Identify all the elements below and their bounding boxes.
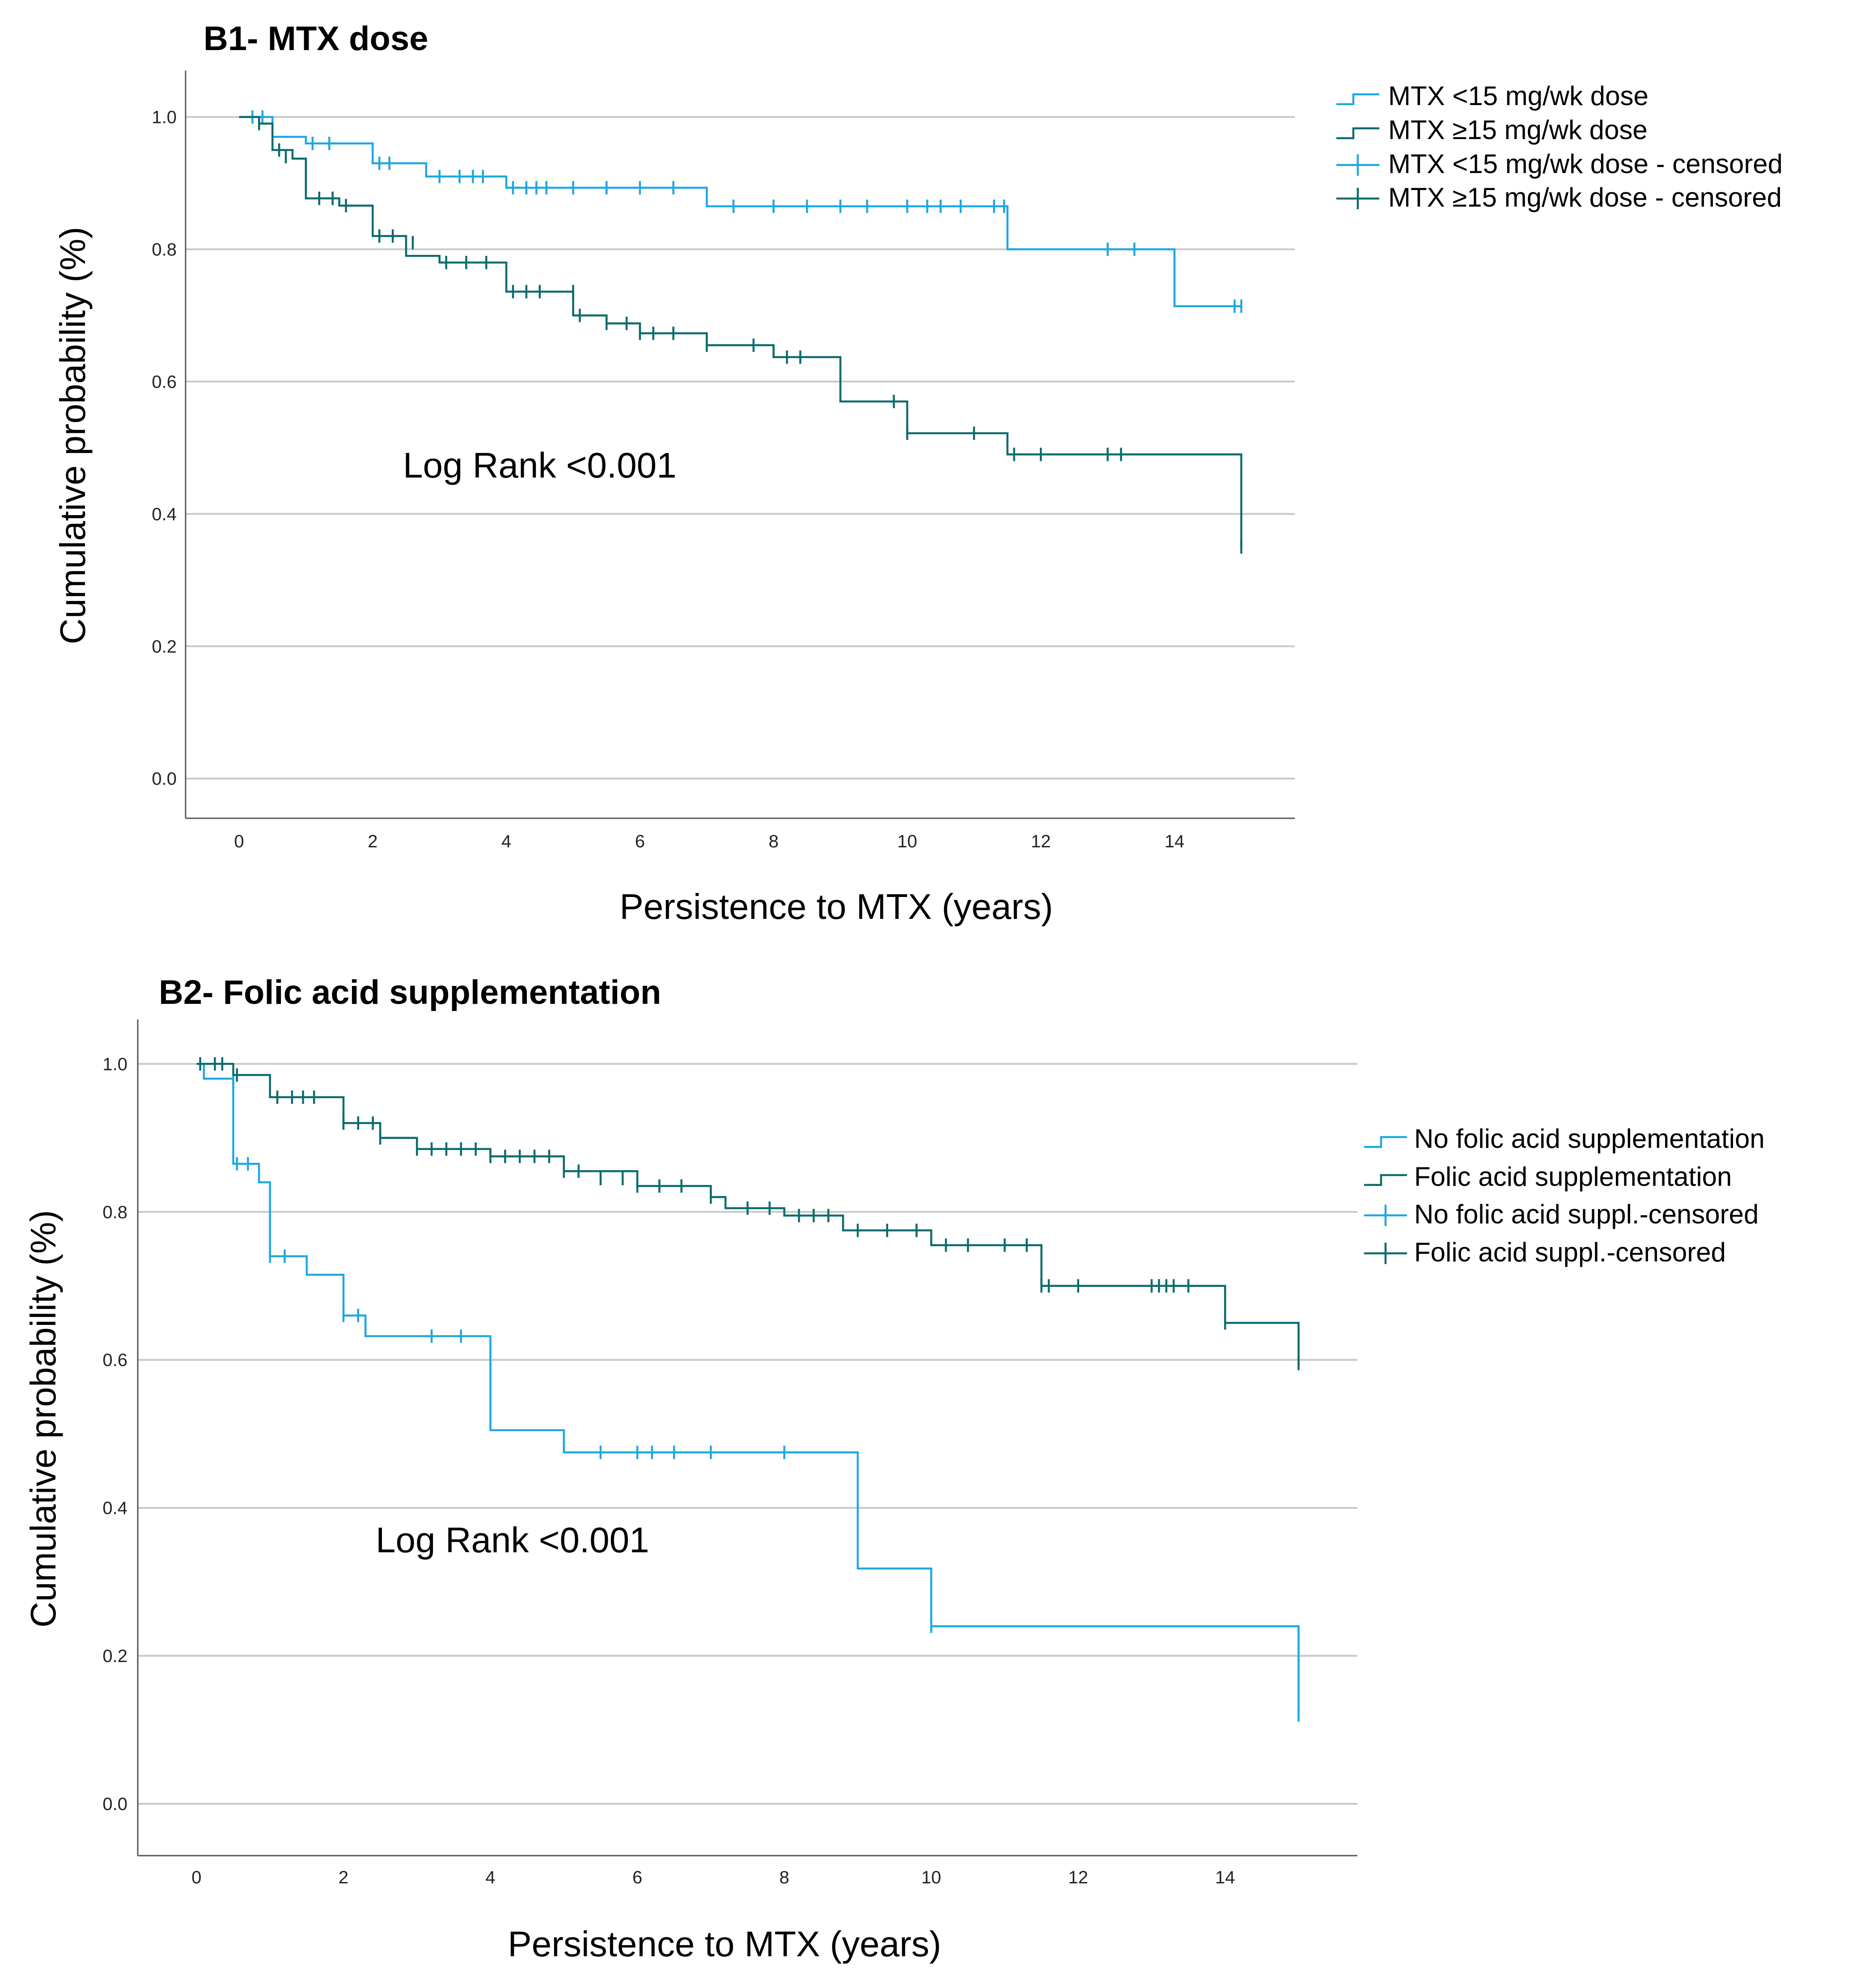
panel-b1-series-1-line bbox=[239, 116, 1242, 547]
panel-b1-x-axis-label: Persistence to MTX (years) bbox=[619, 887, 1053, 926]
panel-b1-legend-line-symbol bbox=[1336, 93, 1379, 106]
panel-b2-title: B2- Folic acid supplementation bbox=[159, 973, 661, 1011]
panel-b2-legend-line-symbol bbox=[1364, 1136, 1407, 1148]
panel-b1-y-tick-label: 0.6 bbox=[152, 372, 177, 392]
panel-b2-series-0-line bbox=[196, 1063, 1300, 1715]
panel-b1-y-tick-label: 0.0 bbox=[152, 769, 177, 789]
panel-b1-x-tick-label: 14 bbox=[1165, 832, 1185, 851]
panel-b2-legend-label-0: No folic acid supplementation bbox=[1414, 1124, 1765, 1154]
panel-b1-y-tick-label: 0.4 bbox=[152, 504, 177, 524]
panel-b2-y-tick-label: 1.0 bbox=[102, 1054, 127, 1074]
panel-b2-x-axis-label: Persistence to MTX (years) bbox=[508, 1924, 941, 1964]
panel-b2-y-tick-label: 0.0 bbox=[102, 1794, 127, 1814]
panel-b2-legend-line-symbol bbox=[1364, 1174, 1407, 1186]
panel-b1-y-tick-label: 0.2 bbox=[152, 637, 177, 656]
panel-b1-y-tick-label: 0.8 bbox=[152, 240, 177, 260]
panel-b1-title: B1- MTX dose bbox=[203, 20, 428, 58]
panel-b2-legend-label-3: Folic acid suppl.-censored bbox=[1414, 1237, 1726, 1267]
panel-b2-x-tick-label: 8 bbox=[780, 1868, 789, 1887]
panel-b1-y-tick-label: 1.0 bbox=[152, 108, 177, 127]
panel-b1-legend-label-2: MTX <15 mg/wk dose - censored bbox=[1388, 149, 1783, 179]
panel-b1-y-tick-labels: 0.0 0.2 0.4 0.6 0.8 1.0 bbox=[152, 108, 177, 789]
panel-b2-legend: No folic acid supplementation Folic acid… bbox=[1364, 1124, 1765, 1267]
panel-b1-series bbox=[239, 110, 1242, 554]
panel-b2-series bbox=[196, 1057, 1300, 1722]
panel-b1-gridlines bbox=[186, 116, 1295, 780]
panel-b2-log-rank-annotation: Log Rank <0.001 bbox=[376, 1520, 649, 1560]
panel-b1-legend: MTX <15 mg/wk dose MTX ≥15 mg/wk dose MT… bbox=[1336, 81, 1783, 212]
panel-b2-x-tick-label: 6 bbox=[632, 1868, 642, 1887]
panel-b2-x-tick-label: 10 bbox=[921, 1868, 941, 1887]
panel-b1-x-tick-label: 6 bbox=[635, 832, 645, 851]
panel-b1-x-tick-label: 10 bbox=[897, 832, 917, 851]
panel-b1-legend-label-1: MTX ≥15 mg/wk dose bbox=[1388, 115, 1648, 145]
panel-b1-x-tick-labels: 0 2 4 6 8 10 12 14 bbox=[234, 832, 1184, 851]
panel-b2-y-tick-label: 0.6 bbox=[102, 1350, 127, 1370]
panel-b2-x-tick-label: 0 bbox=[191, 1868, 201, 1887]
panel-b2: B2- Folic acid supplementation 0.0 0.2 0.4… bbox=[23, 973, 1765, 1964]
panel-b1-x-tick-label: 12 bbox=[1031, 832, 1051, 851]
panel-b2-x-tick-label: 2 bbox=[339, 1868, 348, 1887]
panel-b1-series-0-line bbox=[239, 116, 1242, 308]
panel-b2-legend-label-2: No folic acid suppl.-censored bbox=[1414, 1199, 1759, 1229]
panel-b2-x-tick-label: 14 bbox=[1215, 1868, 1235, 1887]
panel-b2-y-tick-labels: 0.0 0.2 0.4 0.6 0.8 1.0 bbox=[102, 1054, 127, 1814]
panel-b1-x-tick-label: 2 bbox=[368, 832, 377, 851]
panel-b1-x-tick-label: 0 bbox=[234, 832, 244, 851]
panel-b1: B1- MTX dose 0.0 0.2 0.4 0.6 0.8 1.0 0 2 4 6 8 10 1… bbox=[53, 20, 1783, 926]
panel-b2-legend-label-1: Folic acid supplementation bbox=[1414, 1162, 1732, 1192]
panel-b2-y-axis-label: Cumulative probability (%) bbox=[23, 1210, 63, 1628]
panel-b1-x-tick-label: 4 bbox=[501, 832, 511, 851]
panel-b1-legend-line-symbol bbox=[1336, 127, 1379, 140]
panel-b2-x-tick-label: 12 bbox=[1068, 1868, 1088, 1887]
panel-b1-log-rank-annotation: Log Rank <0.001 bbox=[403, 445, 677, 485]
panel-b1-legend-label-0: MTX <15 mg/wk dose bbox=[1388, 81, 1649, 111]
panel-b2-x-tick-labels: 0 2 4 6 8 10 12 14 bbox=[191, 1868, 1235, 1887]
panel-b2-y-tick-label: 0.4 bbox=[102, 1498, 127, 1518]
panel-b1-legend-label-3: MTX ≥15 mg/wk dose - censored bbox=[1388, 182, 1782, 212]
panel-b1-y-axis-label: Cumulative probability (%) bbox=[53, 227, 93, 644]
panel-b2-x-tick-label: 4 bbox=[485, 1868, 495, 1887]
panel-b2-y-tick-label: 0.8 bbox=[102, 1202, 127, 1222]
panel-b1-x-tick-label: 8 bbox=[769, 832, 779, 851]
panel-b2-y-tick-label: 0.2 bbox=[102, 1646, 127, 1666]
